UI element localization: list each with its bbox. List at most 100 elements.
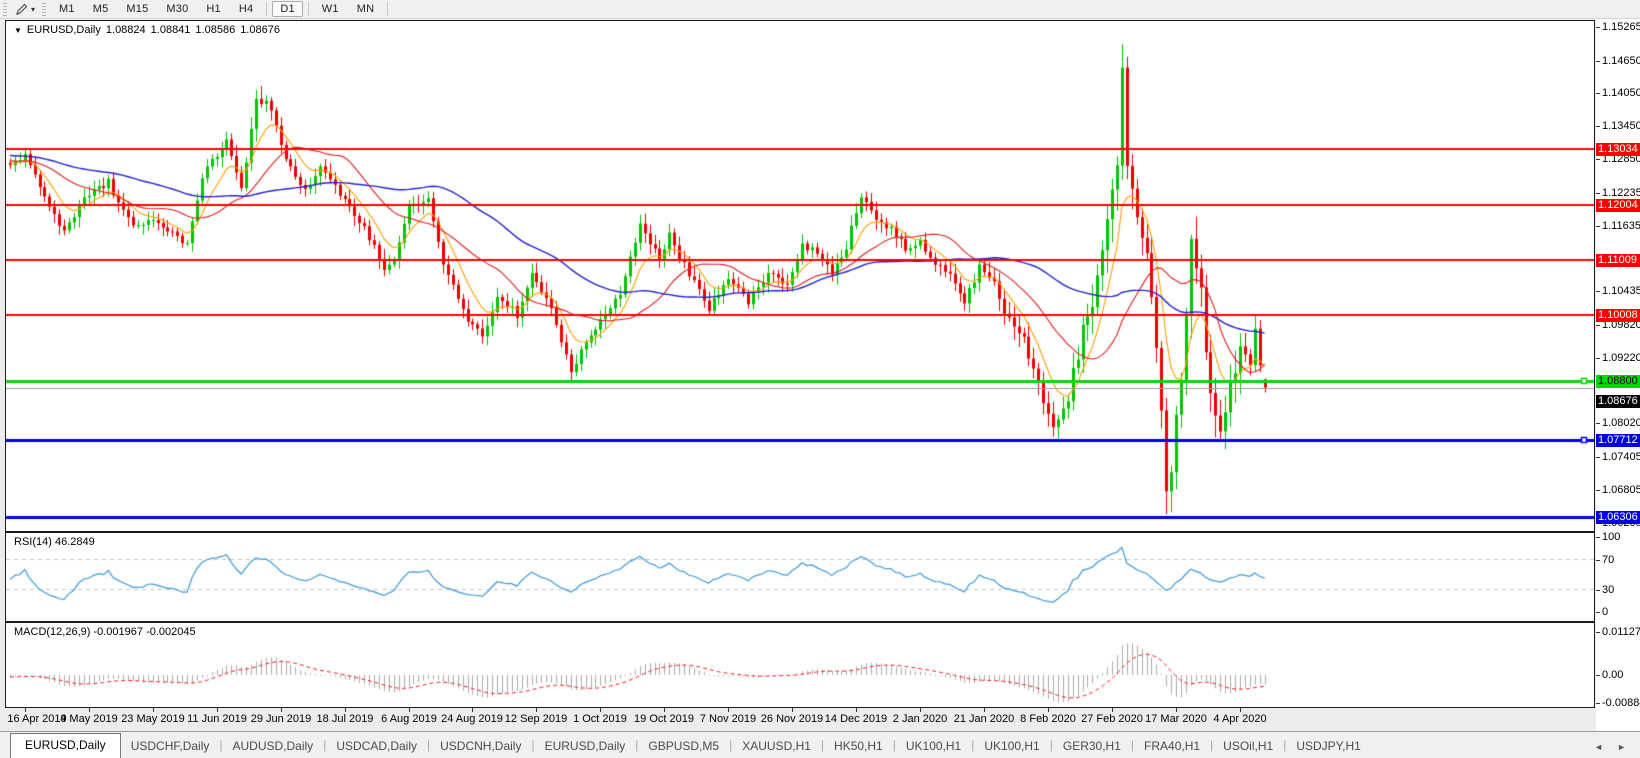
date-axis-label: 7 Nov 2019 bbox=[699, 713, 757, 725]
price-axis: 1.15265 1.14650 1.14050 1.13450 1.12850 1.122… bbox=[1596, 19, 1640, 731]
date-axis-tick bbox=[792, 708, 793, 712]
timeframe-button-h4[interactable]: H4 bbox=[238, 3, 254, 15]
axis-tick bbox=[1596, 325, 1600, 326]
tab-audusd-daily[interactable]: AUDUSD,Daily bbox=[232, 739, 314, 753]
hline-price-label: 1.12004 bbox=[1596, 199, 1640, 212]
tab-separator: | bbox=[219, 738, 223, 752]
price-axis-label: 1.08020 bbox=[1602, 417, 1640, 429]
price-axis-label: 1.14050 bbox=[1602, 87, 1640, 99]
date-axis-label: 17 Mar 2020 bbox=[1145, 713, 1207, 725]
tab-gbpusd-m5[interactable]: GBPUSD,M5 bbox=[648, 739, 720, 753]
rsi-axis-label: 0 bbox=[1602, 606, 1609, 618]
tab-separator: | bbox=[635, 738, 639, 752]
date-axis-label: 23 May 2019 bbox=[121, 713, 185, 725]
date-axis-tick bbox=[536, 708, 537, 712]
timeframe-button-d1[interactable]: D1 bbox=[272, 1, 303, 17]
hline-price-label: 1.07712 bbox=[1596, 434, 1640, 447]
date-axis-tick bbox=[664, 708, 665, 712]
tab-separator: | bbox=[1283, 738, 1287, 752]
axis-tick bbox=[1596, 423, 1600, 424]
tab-scroll-left-icon[interactable]: ◄ bbox=[1594, 742, 1604, 752]
date-axis-tick bbox=[1048, 708, 1049, 712]
date-axis-label: 12 Sep 2019 bbox=[504, 713, 568, 725]
chart-tab-bar: EURUSD,Daily USDCHF,Daily | AUDUSD,Daily | US… bbox=[0, 731, 1640, 758]
macd-axis-label: -0.008845 bbox=[1602, 697, 1640, 709]
axis-tick bbox=[1596, 226, 1600, 227]
macd-canvas[interactable] bbox=[6, 623, 1594, 707]
tab-separator: | bbox=[1210, 738, 1214, 752]
timeframe-button-h1[interactable]: H1 bbox=[206, 3, 221, 15]
tab-nav: ◄ ► bbox=[1594, 742, 1640, 758]
date-axis-label: 4 Apr 2020 bbox=[1213, 713, 1267, 725]
chart-window: ▼ EURUSD,Daily 1.08824 1.08841 1.08586 1… bbox=[0, 19, 1640, 731]
tab-hk50-h1[interactable]: HK50,H1 bbox=[834, 739, 883, 753]
axis-tick bbox=[1596, 703, 1600, 704]
rsi-pane: RSI(14) 46.2849 bbox=[5, 532, 1595, 622]
tab-usdcad-daily[interactable]: USDCAD,Daily bbox=[336, 739, 417, 753]
date-axis-label: 14 Dec 2019 bbox=[824, 713, 888, 725]
axis-tick bbox=[1596, 93, 1600, 94]
main-chart-canvas[interactable] bbox=[6, 21, 1594, 531]
date-axis-label: 1 Oct 2019 bbox=[573, 713, 627, 725]
timeframe-button-m1[interactable]: M1 bbox=[59, 3, 75, 15]
date-axis-label: 4 May 2019 bbox=[60, 713, 118, 725]
tab-separator: | bbox=[427, 738, 431, 752]
tab-eurusd-daily[interactable]: EURUSD,Daily bbox=[544, 739, 626, 753]
tab-scroll-right-icon[interactable]: ► bbox=[1617, 742, 1626, 752]
tab-usoil-h1[interactable]: USOil,H1 bbox=[1223, 739, 1274, 753]
timeframe-button-m5[interactable]: M5 bbox=[92, 3, 109, 15]
date-axis-tick bbox=[217, 708, 218, 712]
axis-tick bbox=[1596, 490, 1600, 491]
toolbar-separator bbox=[266, 2, 268, 16]
price-axis-label: 1.09820 bbox=[1602, 319, 1640, 331]
tab-usdjpy-h1[interactable]: USDJPY,H1 bbox=[1296, 739, 1361, 753]
macd-axis-label: 0.011277 bbox=[1602, 626, 1640, 638]
tab-separator: | bbox=[971, 738, 975, 752]
rsi-axis-label: 70 bbox=[1602, 554, 1615, 566]
timeframe-button-m30[interactable]: M30 bbox=[166, 3, 189, 15]
rsi-axis-label: 100 bbox=[1602, 531, 1621, 543]
date-axis-label: 16 Apr 2019 bbox=[7, 713, 67, 725]
tab-usdchf-daily[interactable]: USDCHF,Daily bbox=[130, 739, 210, 753]
date-axis-label: 8 Feb 2020 bbox=[1020, 713, 1076, 725]
tab-uk100-h1[interactable]: UK100,H1 bbox=[984, 739, 1040, 753]
timeframe-button-m15[interactable]: M15 bbox=[126, 3, 149, 15]
date-axis-tick bbox=[345, 708, 346, 712]
date-axis-label: 18 Jul 2019 bbox=[316, 713, 374, 725]
date-axis-tick bbox=[856, 708, 857, 712]
toolbar-grip-2[interactable] bbox=[42, 2, 47, 16]
price-axis-label: 1.15265 bbox=[1602, 21, 1640, 33]
tab-separator: | bbox=[892, 738, 896, 752]
axis-tick bbox=[1596, 61, 1600, 62]
tab-separator: | bbox=[531, 738, 535, 752]
timeframe-button-w1[interactable]: W1 bbox=[321, 3, 339, 15]
price-axis-label: 1.10435 bbox=[1602, 285, 1640, 297]
tab-separator: | bbox=[1049, 738, 1053, 752]
rsi-canvas[interactable] bbox=[6, 533, 1594, 621]
date-axis-tick bbox=[728, 708, 729, 712]
price-axis-label: 1.13450 bbox=[1602, 120, 1640, 132]
date-axis-label: 2 Jan 2020 bbox=[892, 713, 948, 725]
date-axis-tick bbox=[920, 708, 921, 712]
hline-price-label: 1.10008 bbox=[1596, 309, 1640, 322]
axis-tick bbox=[1596, 193, 1600, 194]
tab-ger30-h1[interactable]: GER30,H1 bbox=[1062, 739, 1121, 753]
timeframe-button-mn[interactable]: MN bbox=[356, 3, 375, 15]
date-axis-tick bbox=[600, 708, 601, 712]
toolbar-separator bbox=[387, 2, 389, 16]
date-axis-label: 24 Aug 2019 bbox=[441, 713, 503, 725]
price-axis-label: 1.14650 bbox=[1602, 55, 1640, 67]
tab-separator: | bbox=[820, 738, 825, 752]
tab-usdcnh-daily[interactable]: USDCNH,Daily bbox=[440, 739, 522, 753]
tab-eurusd-daily[interactable]: EURUSD,Daily bbox=[10, 733, 121, 758]
tab-separator: | bbox=[1130, 738, 1135, 752]
tab-fra40-h1[interactable]: FRA40,H1 bbox=[1144, 739, 1201, 753]
draw-tool-button[interactable]: ▾ bbox=[11, 1, 39, 17]
axis-tick bbox=[1596, 457, 1600, 458]
toolbar-grip[interactable] bbox=[3, 2, 7, 16]
tab-uk100-h1[interactable]: UK100,H1 bbox=[905, 739, 962, 753]
axis-tick bbox=[1596, 560, 1600, 561]
toolbar-separator bbox=[307, 2, 309, 16]
date-axis-label: 19 Oct 2019 bbox=[634, 713, 694, 725]
tab-xauusd-h1[interactable]: XAUUSD,H1 bbox=[742, 739, 811, 753]
